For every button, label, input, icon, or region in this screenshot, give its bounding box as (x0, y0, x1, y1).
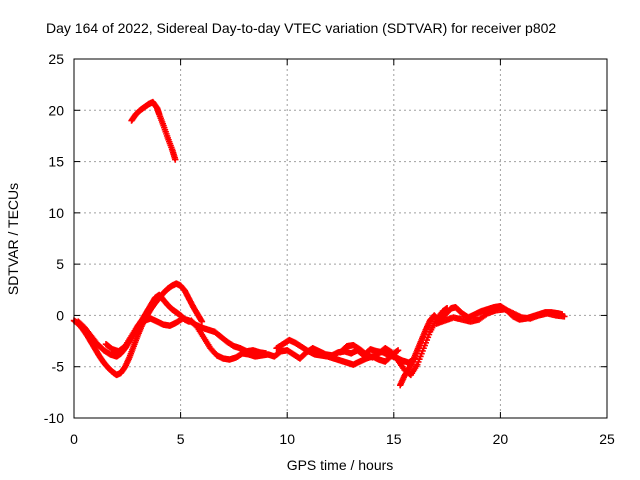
y-tick-label: 15 (48, 154, 64, 170)
axis-ticks (73, 58, 608, 419)
data-point (172, 156, 179, 163)
data-point (198, 318, 206, 325)
x-tick-label: 0 (70, 431, 78, 447)
y-tick-labels: -10 -5 0 5 10 15 20 25 (44, 51, 64, 426)
series-segment-high-arc (128, 98, 179, 163)
data-point (393, 347, 401, 355)
x-tick-label: 20 (493, 431, 509, 447)
x-axis-label: GPS time / hours (287, 457, 394, 473)
y-tick-label: 20 (48, 102, 64, 118)
data-points (70, 98, 568, 389)
y-tick-label: 10 (48, 205, 64, 221)
x-tick-label: 15 (386, 431, 402, 447)
y-tick-label: 25 (48, 51, 64, 67)
data-point (561, 313, 568, 320)
x-tick-label: 5 (177, 431, 185, 447)
chart-title: Day 164 of 2022, Sidereal Day-to-day VTE… (46, 20, 556, 36)
y-tick-label: -10 (44, 410, 64, 426)
y-axis-label: SDTVAR / TECUs (5, 183, 21, 295)
plot-frame (73, 58, 608, 419)
x-tick-label: 25 (599, 431, 615, 447)
y-tick-label: 0 (56, 307, 64, 323)
y-tick-label: -5 (52, 359, 65, 375)
grid-lines (74, 59, 607, 418)
y-tick-label: 5 (56, 256, 64, 272)
x-tick-label: 10 (279, 431, 295, 447)
data-point (394, 347, 402, 354)
x-tick-labels: 0 5 10 15 20 25 (70, 431, 615, 447)
series-segment-main-h (433, 306, 568, 327)
